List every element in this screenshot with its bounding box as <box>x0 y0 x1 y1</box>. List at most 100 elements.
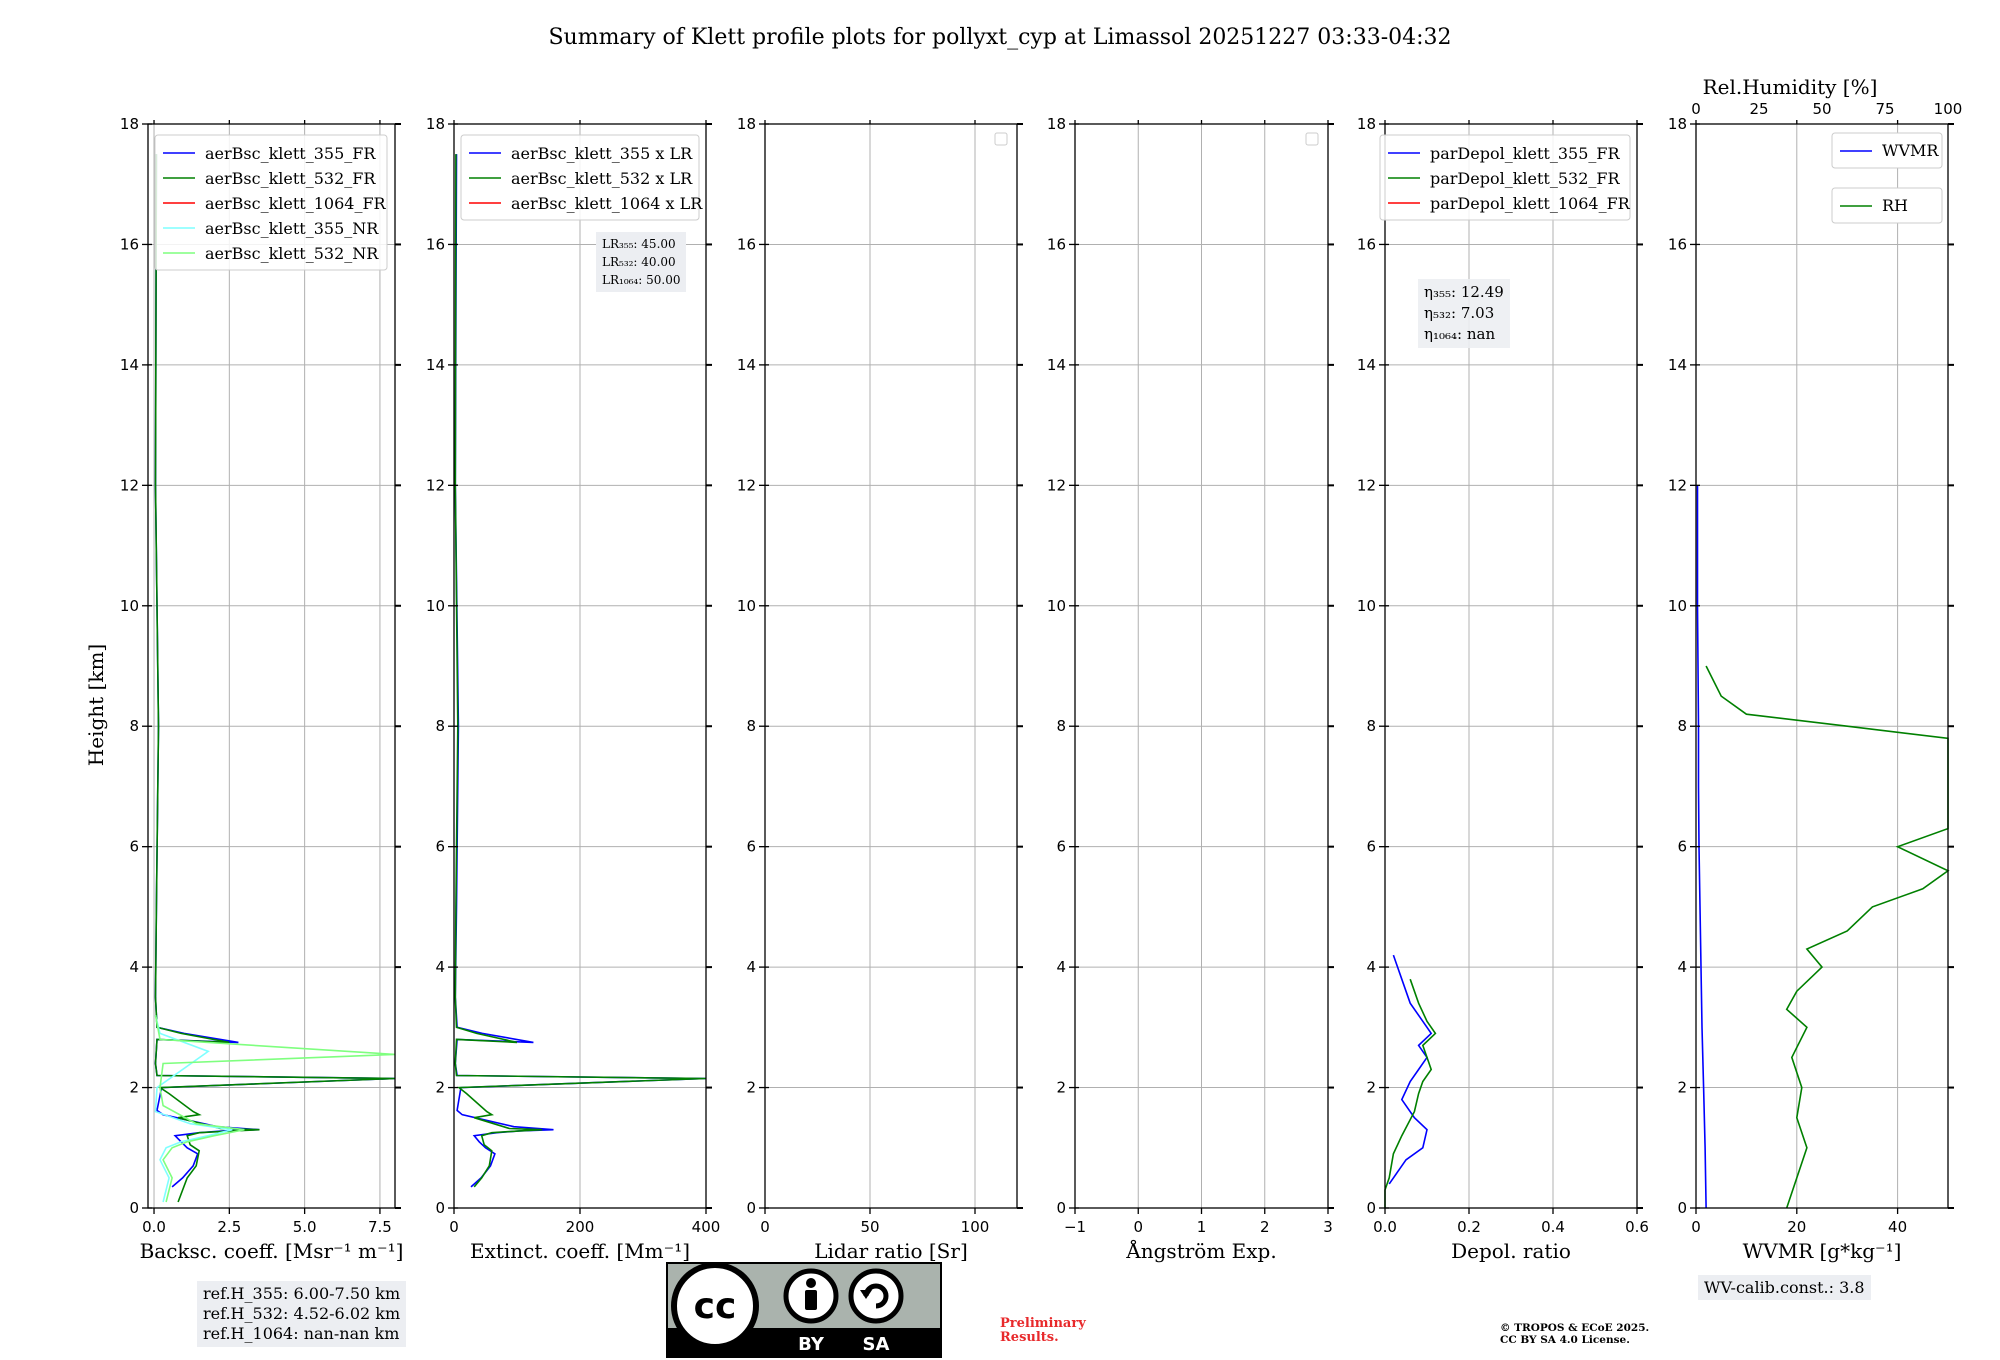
x-tick-label: 0 <box>1133 1218 1143 1236</box>
y-tick-label: 12 <box>1668 476 1687 494</box>
y-tick-label: 12 <box>737 476 756 494</box>
lr-1064-text: LR₁₀₆₄: 50.00 <box>602 273 681 287</box>
x-tick-label: 200 <box>566 1218 595 1236</box>
legend-entry: aerBsc_klett_532_FR <box>205 169 376 188</box>
y-tick-label: 14 <box>1047 356 1066 374</box>
axes-frame <box>147 123 396 1209</box>
x-axis-label: Backsc. coeff. [Msr⁻¹ m⁻¹] <box>140 1239 404 1263</box>
legend-entry: WVMR <box>1882 141 1939 160</box>
x-tick-label: 100 <box>961 1218 990 1236</box>
empty-legend-box <box>994 132 1008 146</box>
ref-height-532: ref.H_532: 4.52-6.02 km <box>203 1304 401 1323</box>
y-tick-label: 8 <box>1056 717 1066 735</box>
y-tick-label: 14 <box>120 356 139 374</box>
y-tick-label: 12 <box>1357 476 1376 494</box>
legend-entry: aerBsc_klett_355_FR <box>205 144 376 163</box>
y-tick-label: 6 <box>129 838 139 856</box>
y-tick-label: 6 <box>1677 838 1687 856</box>
x-tick-label: 0.2 <box>1457 1218 1481 1236</box>
series-RH <box>1705 665 1950 1209</box>
x-tick-label: 0.0 <box>142 1218 166 1236</box>
top-axis-label: Rel.Humidity [%] <box>1703 75 1878 99</box>
y-tick-label: 8 <box>129 717 139 735</box>
legend-entry: parDepol_klett_355_FR <box>1430 144 1621 163</box>
axes-frame <box>1695 123 1949 1209</box>
preliminary-results-note: Preliminary Results. <box>1000 1317 1086 1345</box>
reference-heights-box: ref.H_355: 6.00-7.50 km ref.H_532: 4.52-… <box>197 1281 407 1347</box>
y-tick-label: 0 <box>746 1199 756 1217</box>
x-tick-label: 0 <box>1691 1218 1701 1236</box>
panel-bsc: 0 2 4 6 8 10 12 14 16 18 0.0 2.5 5.0 7.5 Backsc. coeff… <box>120 115 403 1263</box>
y-tick-label: 8 <box>746 717 756 735</box>
series-aerBsc_klett_355 x LR <box>454 154 707 1188</box>
y-tick-label: 4 <box>746 958 756 976</box>
x-tick-label: 5.0 <box>293 1218 317 1236</box>
y-tick-label: 12 <box>1047 476 1066 494</box>
series-parDepol_klett_532_FR <box>1384 978 1437 1208</box>
empty-legend-box <box>1305 132 1319 146</box>
x-axis-label: Lidar ratio [Sr] <box>814 1239 968 1263</box>
cc-logo-icon <box>671 1262 759 1350</box>
y-tick-label: 16 <box>1668 235 1687 253</box>
legend-box <box>1379 134 1631 221</box>
y-tick-label: 8 <box>1677 717 1687 735</box>
top-tick-label: 0 <box>1691 100 1701 118</box>
y-axis-label: Height [km] <box>84 644 108 766</box>
y-tick-label: 10 <box>426 597 445 615</box>
y-tick-label: 6 <box>435 838 445 856</box>
x-axis-label: Ångström Exp. <box>1125 1238 1276 1263</box>
legend-box <box>460 134 700 221</box>
y-tick-label: 8 <box>435 717 445 735</box>
x-tick-label: 50 <box>860 1218 879 1236</box>
eta-annotation: η₃₅₅: 12.49 η₅₃₂: 7.03 η₁₀₆₄: nan <box>1418 279 1510 348</box>
series-aerBsc_klett_355_FR <box>154 154 396 1188</box>
y-tick-label: 2 <box>129 1079 139 1097</box>
copyright-note: © TROPOS & ECoE 2025. CC BY SA 4.0 Licen… <box>1500 1322 1649 1346</box>
y-tick-label: 16 <box>120 235 139 253</box>
x-tick-label: 7.5 <box>368 1218 392 1236</box>
license-by-label: BY <box>798 1334 825 1355</box>
x-tick-label: −1 <box>1064 1218 1086 1236</box>
legend-entry: parDepol_klett_1064_FR <box>1430 194 1631 213</box>
y-tick-label: 0 <box>1677 1199 1687 1217</box>
svg-text:cc: cc <box>694 1286 737 1327</box>
y-tick-label: 4 <box>129 958 139 976</box>
preliminary-line-2: Results. <box>1000 1330 1059 1345</box>
x-tick-label: 400 <box>692 1218 721 1236</box>
y-tick-label: 10 <box>1668 597 1687 615</box>
copyright-line-1: © TROPOS & ECoE 2025. <box>1500 1322 1650 1334</box>
y-tick-label: 18 <box>1047 115 1066 133</box>
y-tick-label: 4 <box>435 958 445 976</box>
series-WVMR <box>1696 485 1707 1209</box>
y-tick-label: 2 <box>1056 1079 1066 1097</box>
top-tick-label: 75 <box>1875 100 1894 118</box>
x-tick-label: 20 <box>1787 1218 1806 1236</box>
legend-entry: aerBsc_klett_532_NR <box>205 244 379 263</box>
x-tick-label: 0.0 <box>1373 1218 1397 1236</box>
top-tick-label: 100 <box>1934 100 1963 118</box>
x-axis-label: Extinct. coeff. [Mm⁻¹] <box>470 1239 690 1263</box>
license-sa-label: SA <box>863 1334 890 1355</box>
copyright-line-2: CC BY SA 4.0 License. <box>1500 1334 1630 1346</box>
y-tick-label: 0 <box>129 1199 139 1217</box>
legend-entry: aerBsc_klett_1064 x LR <box>511 194 703 213</box>
legend-entry: aerBsc_klett_532 x LR <box>511 169 693 188</box>
x-tick-label: 2.5 <box>217 1218 241 1236</box>
y-tick-label: 10 <box>737 597 756 615</box>
y-tick-label: 18 <box>120 115 139 133</box>
x-tick-label: 0.6 <box>1625 1218 1649 1236</box>
x-tick-label: 2 <box>1260 1218 1270 1236</box>
y-tick-label: 16 <box>737 235 756 253</box>
axes-frame <box>1384 123 1638 1209</box>
y-tick-label: 6 <box>1366 838 1376 856</box>
eta-532-text: η₅₃₂: 7.03 <box>1424 304 1495 322</box>
y-tick-label: 10 <box>120 597 139 615</box>
y-tick-label: 12 <box>120 476 139 494</box>
figure-title: Summary of Klett profile plots for polly… <box>548 25 1451 50</box>
x-tick-label: 0 <box>449 1218 459 1236</box>
x-tick-label: 1 <box>1197 1218 1207 1236</box>
y-tick-label: 2 <box>746 1079 756 1097</box>
y-tick-label: 16 <box>1357 235 1376 253</box>
